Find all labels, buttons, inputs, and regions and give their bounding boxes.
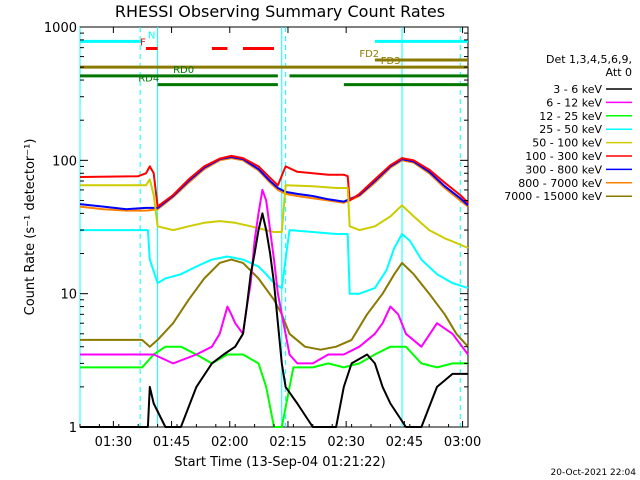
state-label-rd0: RD0 <box>173 65 194 76</box>
series-line-4 <box>80 178 469 249</box>
series-line-5 <box>79 154 469 208</box>
data-series <box>79 154 469 428</box>
legend-label-8: 7000 - 15000 keV <box>504 190 602 203</box>
x-tick-label-0: 01:30 <box>95 435 132 450</box>
x-tick-label-6: 03:00 <box>444 435 481 450</box>
series-line-0 <box>80 212 468 428</box>
chart-title: RHESSI Observing Summary Count Rates <box>115 2 445 21</box>
legend-header-line-1: Det 1,3,4,5,6,9, <box>546 53 632 66</box>
legend-label-0: 3 - 6 keV <box>553 83 602 96</box>
y-axis: 1 10 100 1000 <box>44 21 468 436</box>
series-line-1 <box>80 188 469 365</box>
timestamp: 20-Oct-2021 22:04 <box>551 468 637 478</box>
state-label-fd2: FD2 <box>359 49 379 60</box>
series-line-6 <box>79 156 469 211</box>
y-tick-label-1: 10 <box>60 288 77 303</box>
series-line-3 <box>80 229 469 295</box>
legend-label-6: 300 - 800 keV <box>525 163 602 176</box>
y-tick-label-0: 1 <box>69 421 77 436</box>
state-label-n: N <box>148 30 155 41</box>
x-tick-label-4: 02:30 <box>327 435 364 450</box>
state-label-rd4: RD4 <box>138 74 159 85</box>
y-tick-label-3: 1000 <box>44 21 77 36</box>
x-tick-label-5: 02:45 <box>386 435 423 450</box>
series-line-2 <box>80 345 468 428</box>
legend-label-1: 6 - 12 keV <box>546 96 602 109</box>
legend-header-line-2: Att 0 <box>606 66 632 79</box>
x-axis-label: Start Time (13-Sep-04 01:21:22) <box>174 455 385 470</box>
x-tick-label-1: 01:45 <box>153 435 190 450</box>
legend-label-5: 100 - 300 keV <box>525 150 602 163</box>
x-tick-label-3: 02:15 <box>269 435 306 450</box>
legend-label-4: 50 - 100 keV <box>532 137 602 150</box>
legend-label-3: 25 - 50 keV <box>539 123 602 136</box>
y-axis-label: Count Rate (s⁻¹ detector⁻¹) <box>23 139 38 316</box>
state-label-fd3: FD3 <box>381 56 401 67</box>
x-tick-label-2: 02:00 <box>211 435 248 450</box>
series-line-8 <box>80 258 469 351</box>
state-label-f: F <box>140 37 146 48</box>
legend-label-2: 12 - 25 keV <box>539 110 602 123</box>
y-tick-label-2: 100 <box>52 154 77 169</box>
x-axis: 01:30 01:45 02:00 02:15 02:30 02:45 03:00 <box>79 27 481 450</box>
legend-label-7: 800 - 7000 keV <box>518 177 602 190</box>
